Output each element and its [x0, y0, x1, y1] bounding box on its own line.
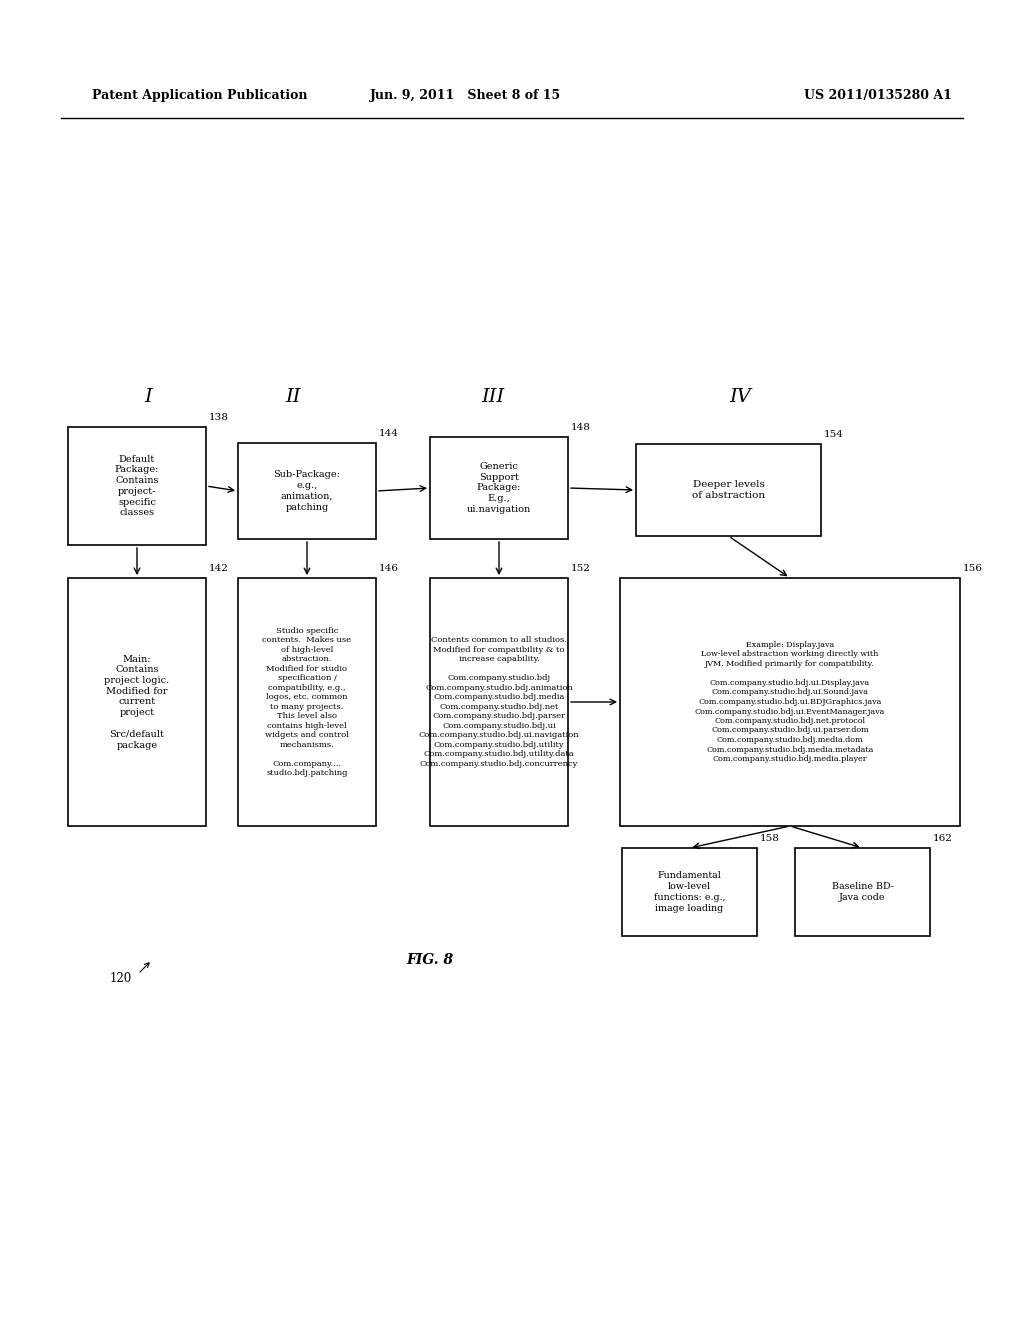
- Bar: [68, 578, 206, 826]
- Text: 156: 156: [963, 564, 983, 573]
- Text: Default
Package:
Contains
project-
specific
classes: Default Package: Contains project- speci…: [115, 454, 159, 517]
- Text: Fundamental
low-level
functions: e.g.,
image loading: Fundamental low-level functions: e.g., i…: [653, 871, 725, 912]
- Text: 120: 120: [110, 972, 132, 985]
- Text: Jun. 9, 2011   Sheet 8 of 15: Jun. 9, 2011 Sheet 8 of 15: [371, 88, 561, 102]
- Bar: [622, 847, 757, 936]
- Text: Deeper levels
of abstraction: Deeper levels of abstraction: [692, 480, 765, 500]
- Text: 152: 152: [571, 564, 591, 573]
- Text: II: II: [286, 388, 301, 407]
- Bar: [636, 444, 821, 536]
- Text: 138: 138: [209, 413, 229, 422]
- Bar: [68, 426, 206, 545]
- Text: I: I: [144, 388, 152, 407]
- Text: 158: 158: [760, 834, 780, 843]
- Text: Contents common to all studios.
Modified for compatibility & to
increase capabil: Contents common to all studios. Modified…: [419, 636, 580, 768]
- Bar: [795, 847, 930, 936]
- Text: Example: Display.java
Low-level abstraction working directly with
JVM. Modified : Example: Display.java Low-level abstract…: [695, 642, 885, 763]
- Text: III: III: [481, 388, 505, 407]
- Text: US 2011/0135280 A1: US 2011/0135280 A1: [805, 88, 952, 102]
- Text: Baseline BD-
Java code: Baseline BD- Java code: [831, 882, 893, 902]
- Text: Studio specific
contents.  Makes use
of high-level
abstraction.
Modified for stu: Studio specific contents. Makes use of h…: [262, 627, 351, 777]
- Bar: [238, 578, 376, 826]
- Text: 142: 142: [209, 564, 229, 573]
- Bar: [430, 437, 568, 539]
- Text: 144: 144: [379, 429, 399, 438]
- Text: 154: 154: [824, 430, 844, 440]
- Bar: [238, 444, 376, 539]
- Text: IV: IV: [729, 388, 751, 407]
- Bar: [430, 578, 568, 826]
- Text: 148: 148: [571, 422, 591, 432]
- Text: Main:
Contains
project logic.
Modified for
current
project

Src/default
package: Main: Contains project logic. Modified f…: [104, 655, 170, 750]
- Text: Patent Application Publication: Patent Application Publication: [92, 88, 307, 102]
- Text: Generic
Support
Package:
E.g.,
ui.navigation: Generic Support Package: E.g., ui.naviga…: [467, 462, 531, 513]
- Text: FIG. 8: FIG. 8: [407, 953, 454, 968]
- Bar: [620, 578, 961, 826]
- Text: 162: 162: [933, 834, 953, 843]
- Text: Sub-Package:
e.g.,
animation,
patching: Sub-Package: e.g., animation, patching: [273, 470, 340, 512]
- Text: 146: 146: [379, 564, 399, 573]
